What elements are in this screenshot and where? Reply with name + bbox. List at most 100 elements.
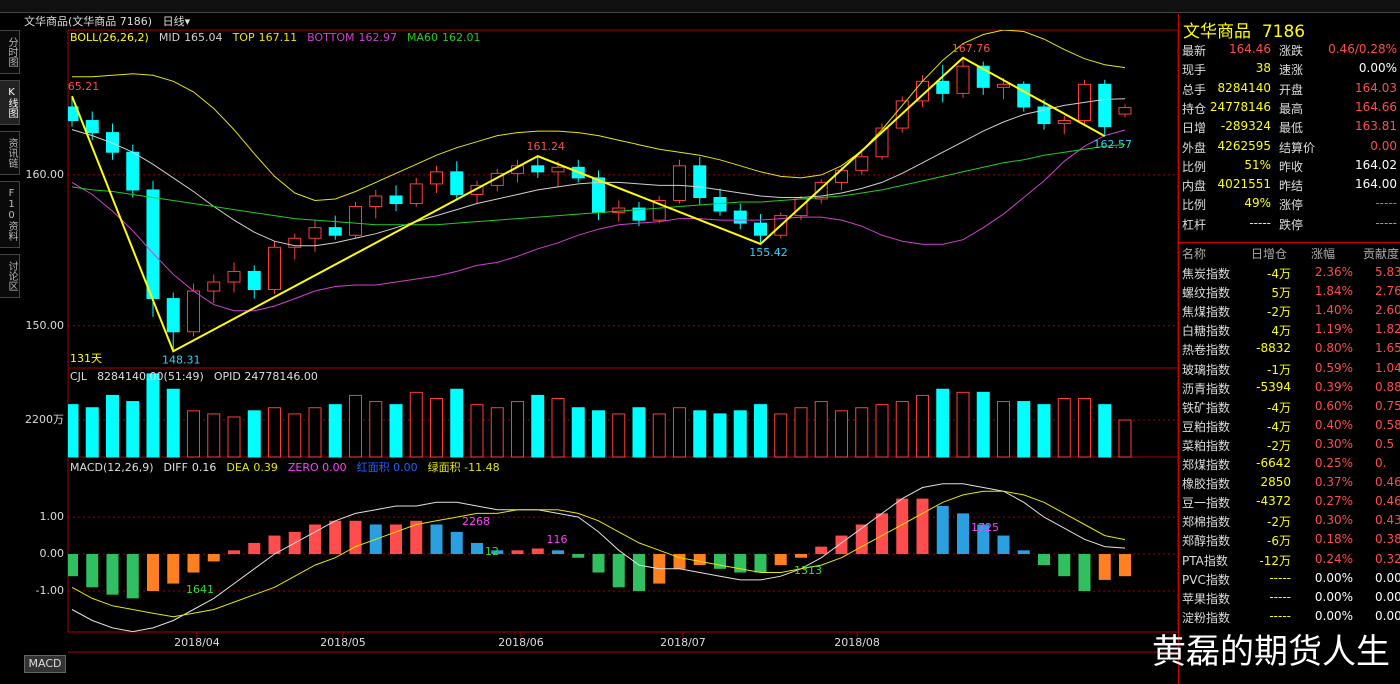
macd-bar [207,554,220,562]
oi-change: -12万 [1259,553,1291,568]
quote-row: 持仓 24778146 最高 164.66 [1179,100,1400,119]
macd-bar [1058,554,1071,577]
macd-bar [612,554,625,588]
turning-label: 161.24 [527,140,566,153]
legend-value: 165.04 [184,31,223,44]
list-row[interactable]: 玻璃指数 -1万 0.59% 1.04 [1179,361,1400,380]
contribution: 1.04 [1375,360,1400,375]
symbol-name: 豆粕指数 [1182,419,1231,434]
side-tab[interactable]: 讨论区 [0,254,20,298]
y-tick-label: 0.00 [40,547,65,560]
macd-bar [997,535,1010,555]
contribution: 2.76 [1375,284,1400,299]
candle-body [673,165,686,202]
macd-bar [572,554,585,558]
volume-bar [814,401,828,458]
quote-value: 49% [1244,196,1271,211]
macd-bar [815,546,828,555]
quote-row: 内盘 4021551 昨结 164.00 [1179,177,1400,196]
quote-label: 持仓 [1182,101,1207,116]
y-tick-label: 160.00 [26,168,65,181]
list-row[interactable]: 焦炭指数 -4万 2.36% 5.83 [1179,265,1400,284]
quote-name: 文华商品 [1183,22,1251,42]
list-row[interactable]: 铁矿指数 -4万 0.60% 0.75 [1179,399,1400,418]
chart: 150.00 160.00 2200万 1.00 0.00 -1.00 2018/04 201… [25,29,1178,653]
quote-value: -289324 [1220,119,1271,134]
quote-value: 164.66 [1355,99,1397,114]
quote-row: 总手 8284140 开盘 164.03 [1179,81,1400,100]
symbol-name: PVC指数 [1182,572,1230,587]
legend-value: 162.97 [358,31,397,44]
oi-change: 2850 [1260,475,1291,490]
oi-change: -5394 [1256,379,1291,394]
oi-change: 4万 [1271,324,1291,339]
volume-bar [1037,404,1051,458]
indicator-line [71,144,1126,226]
volume-bar [1118,419,1132,458]
list-row[interactable]: 焦煤指数 -2万 1.40% 2.60 [1179,303,1400,322]
symbol-name: PTA指数 [1182,553,1228,568]
volume-bar [794,407,808,458]
change-pct: 1.40% [1314,303,1353,318]
boll-legend: BOLL(26,26,2) MID 165.04 TOP 167.11 BOTTOM 162… [70,31,491,44]
turning-label: 167.76 [952,42,991,55]
quote-label: 结算价 [1279,140,1316,155]
macd-bar [774,554,787,566]
volume-bar [328,404,342,458]
macd-bar [106,554,119,595]
macd-bar [552,550,564,555]
side-tab[interactable]: F10资料 [0,181,20,248]
change-pct: 0.18% [1314,532,1353,547]
macd-bar [693,554,706,566]
legend-item: CJL [70,370,88,383]
quote-label: 杠杆 [1182,217,1207,232]
candle-body [369,195,383,208]
bottom-tab[interactable]: MACD [24,655,66,673]
list-row[interactable]: 螺纹指数 5万 1.84% 2.76 [1179,284,1400,303]
volume-bar [288,413,302,458]
y-tick-label: 1.00 [40,510,65,523]
contribution: 1.65 [1375,341,1400,356]
side-tab[interactable]: 分时图 [0,30,20,74]
change-pct: 2.36% [1314,265,1353,279]
list-row[interactable]: 热卷指数 -8832 0.80% 1.65 [1179,341,1400,360]
turning-label: 155.42 [749,246,788,259]
instrument[interactable]: 文华商品(文华商品 7186) [24,15,153,28]
list-row[interactable]: PVC指数 ----- 0.00% 0.00 [1179,571,1400,590]
volume-bar [713,413,727,458]
list-row[interactable]: 白糖指数 4万 1.19% 1.82 [1179,322,1400,341]
macd-bar [471,542,483,555]
symbol-name: 菜粕指数 [1182,438,1231,453]
volume-bar [1098,404,1112,458]
list-row[interactable]: 淀粉指数 ----- 0.00% 0.00 [1179,609,1400,628]
candle-body [288,237,302,248]
oi-change: ----- [1269,608,1291,623]
change-pct: 0.00% [1314,570,1353,585]
side-tab[interactable]: 资讯链 [0,131,20,175]
list-row[interactable]: 郑煤指数 -6642 0.25% 0. [1179,456,1400,475]
symbol-name: 苹果指数 [1182,591,1231,606]
macd-bar [957,513,969,555]
volume-bar [1057,397,1071,458]
list-row[interactable]: 郑醇指数 -6万 0.18% 0.38 [1179,532,1400,551]
volume-bar [875,404,889,458]
list-row[interactable]: PTA指数 -12万 0.24% 0.32 [1179,552,1400,571]
list-row[interactable]: 豆一指数 -4372 0.27% 0.46 [1179,494,1400,513]
list-row[interactable]: 苹果指数 ----- 0.00% 0.00 [1179,590,1400,609]
period[interactable]: 日线 [162,15,185,28]
macd-bar [491,550,504,555]
list-row[interactable]: 菜粕指数 -2万 0.30% 0.5 [1179,437,1400,456]
macd-bar [633,554,645,591]
candle-body [855,156,869,171]
change-pct: 0.80% [1314,341,1353,356]
list-row[interactable]: 郑棉指数 -2万 0.30% 0.43 [1179,513,1400,532]
oi-change: -2万 [1267,515,1291,530]
list-row[interactable]: 橡胶指数 2850 0.37% 0.46 [1179,475,1400,494]
list-row[interactable]: 豆粕指数 -4万 0.40% 0.58 [1179,418,1400,437]
side-tab[interactable]: K线图 [0,80,20,125]
candle-body [632,207,646,221]
contribution: 0.88 [1375,379,1400,394]
symbol-name: 淀粉指数 [1182,610,1231,625]
macd-bar [835,535,848,555]
list-row[interactable]: 沥青指数 -5394 0.39% 0.88 [1179,380,1400,399]
